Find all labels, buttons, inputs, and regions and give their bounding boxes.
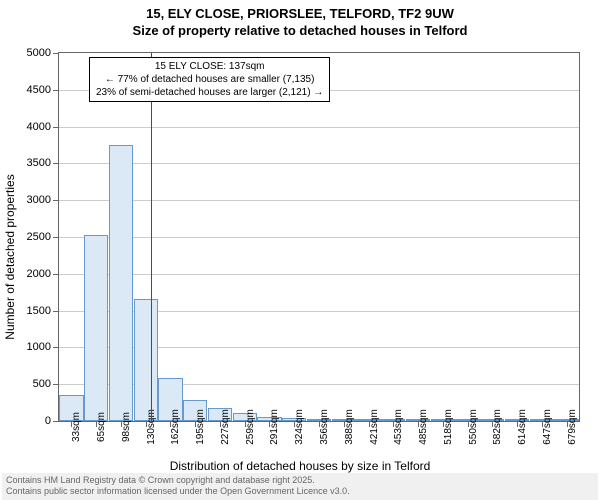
x-tick-label: 388sqm (344, 409, 355, 445)
y-tick-label: 0 (45, 415, 51, 427)
annotation-line1: 15 ELY CLOSE: 137sqm (96, 60, 323, 73)
grid-line (59, 127, 579, 128)
y-tick-label: 1000 (27, 341, 51, 353)
x-tick-label: 162sqm (170, 409, 181, 445)
y-tick-label: 500 (33, 378, 51, 390)
plot-area: 0500100015002000250030003500400045005000… (58, 52, 580, 422)
x-tick-label: 614sqm (517, 409, 528, 445)
x-tick-label: 65sqm (96, 412, 107, 442)
y-tick-label: 1500 (27, 305, 51, 317)
y-tick-label: 4500 (27, 84, 51, 96)
y-tick (53, 384, 59, 385)
x-tick-label: 195sqm (195, 409, 206, 445)
y-tick-label: 4000 (27, 121, 51, 133)
annotation-line2: ← 77% of detached houses are smaller (7,… (96, 73, 323, 86)
annotation-line3: 23% of semi-detached houses are larger (… (96, 86, 323, 99)
y-tick (53, 200, 59, 201)
y-tick-label: 2000 (27, 268, 51, 280)
y-tick (53, 421, 59, 422)
histogram-bar (109, 145, 133, 421)
x-tick-label: 356sqm (319, 409, 330, 445)
x-axis-title: Distribution of detached houses by size … (170, 459, 431, 473)
x-tick-label: 98sqm (121, 412, 132, 442)
y-tick (53, 163, 59, 164)
footer-line2: Contains public sector information licen… (6, 486, 594, 498)
chart-title-line1: 15, ELY CLOSE, PRIORSLEE, TELFORD, TF2 9… (0, 0, 600, 23)
x-tick-label: 421sqm (369, 409, 380, 445)
histogram-bar (84, 235, 108, 421)
y-tick (53, 90, 59, 91)
x-tick-label: 647sqm (542, 409, 553, 445)
x-tick-label: 485sqm (418, 409, 429, 445)
x-tick-label: 550sqm (468, 409, 479, 445)
grid-line (59, 237, 579, 238)
footer-line1: Contains HM Land Registry data © Crown c… (6, 475, 594, 487)
annotation-box: 15 ELY CLOSE: 137sqm ← 77% of detached h… (89, 57, 330, 102)
x-tick-label: 291sqm (269, 409, 280, 445)
x-tick-label: 227sqm (220, 409, 231, 445)
x-tick-label: 453sqm (393, 409, 404, 445)
x-tick-label: 679sqm (567, 409, 578, 445)
grid-line (59, 274, 579, 275)
y-tick (53, 127, 59, 128)
x-tick-label: 259sqm (245, 409, 256, 445)
grid-line (59, 200, 579, 201)
y-tick (53, 274, 59, 275)
y-tick-label: 3500 (27, 157, 51, 169)
y-tick (53, 311, 59, 312)
y-tick-label: 5000 (27, 47, 51, 59)
histogram-bar (134, 299, 158, 421)
x-tick-label: 33sqm (71, 412, 82, 442)
y-tick (53, 347, 59, 348)
reference-line (151, 53, 152, 421)
grid-line (59, 163, 579, 164)
y-axis-title: Number of detached properties (3, 174, 17, 339)
y-tick-label: 3000 (27, 194, 51, 206)
y-tick (53, 237, 59, 238)
y-tick-label: 2500 (27, 231, 51, 243)
chart-container: 15, ELY CLOSE, PRIORSLEE, TELFORD, TF2 9… (0, 0, 600, 500)
y-tick (53, 53, 59, 54)
x-tick-label: 582sqm (492, 409, 503, 445)
attribution-footer: Contains HM Land Registry data © Crown c… (2, 473, 598, 500)
x-tick-label: 518sqm (443, 409, 454, 445)
chart-title-line2: Size of property relative to detached ho… (0, 23, 600, 38)
x-tick-label: 324sqm (294, 409, 305, 445)
